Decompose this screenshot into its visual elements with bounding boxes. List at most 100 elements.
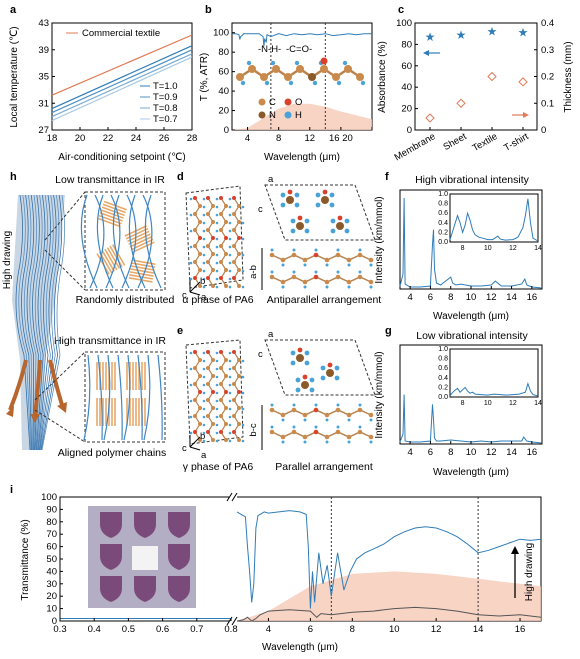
atom-h xyxy=(342,60,348,66)
atom-h xyxy=(215,383,219,387)
atom xyxy=(330,228,336,234)
atom xyxy=(193,228,197,232)
amorphous-chain xyxy=(89,194,105,289)
panel-a: a 18 20 22 24 26 28 27 31 35 39 43 Air-conditionin… xyxy=(9,4,197,163)
chain-backbone xyxy=(220,351,227,441)
atom-h xyxy=(270,270,274,274)
fiber-strand xyxy=(36,194,49,451)
atom xyxy=(357,274,363,280)
atom xyxy=(280,192,286,198)
atom xyxy=(329,202,335,208)
chain-segment xyxy=(109,245,123,268)
atom-h xyxy=(215,439,219,443)
inset-y-tick: 0.0 xyxy=(438,239,448,246)
fiber-strand xyxy=(15,194,31,451)
aligned-chain xyxy=(123,354,131,441)
atom-h xyxy=(189,229,193,233)
legend-t07: T=0.7 xyxy=(153,114,178,125)
a-x-tick-label: 26 xyxy=(159,133,170,144)
atom xyxy=(294,192,300,198)
atom xyxy=(368,412,374,418)
atom xyxy=(193,196,197,200)
atom-h xyxy=(189,351,193,355)
atom-c xyxy=(356,73,364,81)
atom xyxy=(211,422,215,426)
atom-h xyxy=(189,213,193,217)
atom-h xyxy=(241,375,245,379)
atom-h xyxy=(228,277,232,281)
atom xyxy=(237,438,241,442)
i-xl-tick-label: 0.7 xyxy=(190,624,203,635)
atom xyxy=(198,236,202,240)
atom-h xyxy=(228,367,232,371)
atom-c xyxy=(296,65,304,73)
atom-h xyxy=(215,407,219,411)
atom-h xyxy=(228,213,232,217)
atom xyxy=(324,257,330,263)
atom-h xyxy=(202,245,206,249)
sample-photo xyxy=(88,506,196,608)
c-yl-tick-label: 60 xyxy=(401,61,412,72)
atom-h xyxy=(241,359,245,363)
i-xr-tick-label: 8 xyxy=(350,624,355,635)
i-y-tick-label: 40 xyxy=(46,566,57,577)
atom xyxy=(315,202,321,208)
atom-h xyxy=(270,425,274,429)
atom-h xyxy=(202,415,206,419)
a-y-tick-label: 31 xyxy=(38,98,49,109)
atom xyxy=(224,284,228,288)
atom-h xyxy=(215,277,219,281)
atom-h xyxy=(189,197,193,201)
atom-h xyxy=(358,248,362,252)
atom-h xyxy=(228,407,232,411)
i-xr-tick-label: 14 xyxy=(473,624,484,635)
fiber-strand xyxy=(26,194,35,451)
atom-h xyxy=(347,263,351,267)
atom xyxy=(198,358,202,362)
high-drawing-arrow xyxy=(511,546,519,598)
atom-h xyxy=(270,248,274,252)
panel-g-plot: 8 10 12 14 0.0 0.2 0.4 0.6 0.8 1.0 xyxy=(399,346,543,444)
solar-background xyxy=(237,571,541,621)
atom xyxy=(368,279,374,285)
amorphous-chain xyxy=(144,194,162,289)
atom-h xyxy=(202,221,206,225)
amorphous-chain xyxy=(112,194,130,289)
b-x-tick-label: 16 20 xyxy=(329,133,353,144)
atom-h xyxy=(336,248,340,252)
antiparallel-projection xyxy=(280,189,350,234)
atom-h xyxy=(202,399,206,403)
atom xyxy=(290,360,296,366)
atom xyxy=(193,366,197,370)
alpha-phase-caption: α phase of PA6 xyxy=(182,294,253,306)
atom xyxy=(313,429,319,435)
panel-f-label: f xyxy=(385,171,389,183)
atom xyxy=(198,390,202,394)
panel-c: c ★ ★ ★ ★ 0 20 40 60 80 100 0 0.1 0.2 0.3 0.4 Membrane… xyxy=(377,4,574,163)
atom xyxy=(206,260,210,264)
i-y-tick-label: 60 xyxy=(46,542,57,553)
atom xyxy=(219,414,223,418)
panel-g-ticks: 4 6 8 10 12 14 16 xyxy=(407,441,537,458)
atom-c xyxy=(296,222,304,230)
panel-c-ylabel: Absorbance (%) xyxy=(377,41,388,113)
panel-i-plot xyxy=(60,497,542,622)
atom xyxy=(290,228,296,234)
spectrum-line-0 xyxy=(399,394,543,444)
atom xyxy=(224,204,228,208)
legend-t10: T=1.0 xyxy=(153,81,178,92)
atom xyxy=(232,244,236,248)
atom xyxy=(237,220,241,224)
atom-c xyxy=(301,381,309,389)
atom xyxy=(324,434,330,440)
b-y-tick-label: 0 xyxy=(224,125,229,136)
panel-a-lines xyxy=(51,34,193,122)
atom-h xyxy=(325,285,329,289)
inset-x-tick: 10 xyxy=(484,245,492,252)
spec-x-tick-label: 4 xyxy=(407,447,412,458)
atom xyxy=(297,215,303,221)
atom xyxy=(290,350,296,356)
a-y-tick-label: 43 xyxy=(38,18,49,29)
chain-backbone xyxy=(233,197,240,287)
gamma-axes: c a b xyxy=(182,431,207,461)
